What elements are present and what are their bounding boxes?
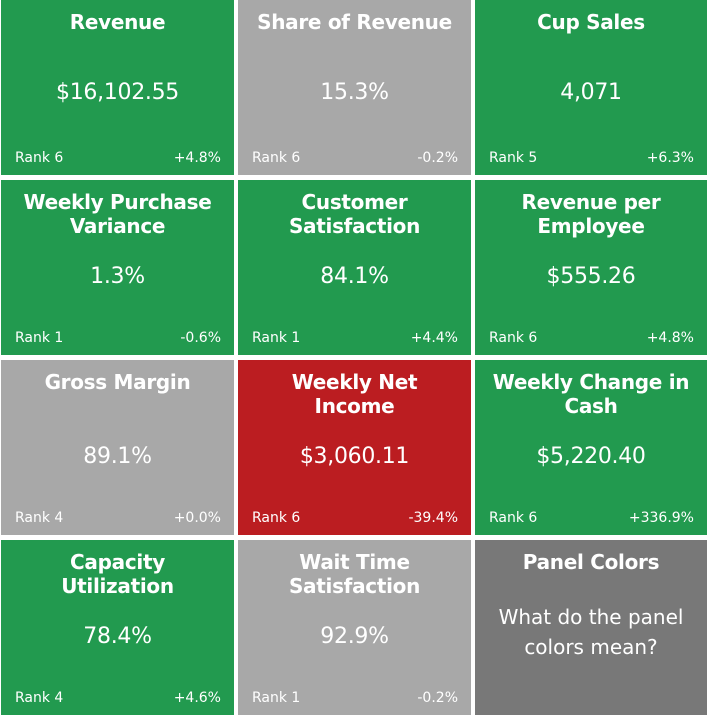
panel-colors-question: What do the panel colors mean? [498,605,684,659]
kpi-rank: Rank 6 [252,150,301,166]
kpi-change: +4.8% [173,150,221,166]
kpi-change: +336.9% [628,510,694,526]
kpi-rank: Rank 6 [15,150,64,166]
kpi-value: 84.1% [320,264,389,289]
kpi-rank: Rank 4 [15,690,64,706]
kpi-rank: Rank 6 [252,510,301,526]
kpi-value: 1.3% [90,264,145,289]
kpi-change: -0.6% [180,330,221,346]
kpi-tile-weekly-purchase-variance[interactable]: Weekly Purchase Variance 1.3% Rank 1 -0.… [1,180,234,355]
kpi-value: $3,060.11 [299,444,410,469]
kpi-value: 89.1% [83,444,152,469]
kpi-change: +4.4% [410,330,458,346]
kpi-rank: Rank 1 [252,330,301,346]
kpi-value: 4,071 [560,80,622,105]
kpi-rank: Rank 1 [252,690,301,706]
kpi-value: 92.9% [320,624,389,649]
kpi-value: 15.3% [320,80,389,105]
kpi-tile-revenue-per-employee[interactable]: Revenue per Employee $555.26 Rank 6 +4.8… [475,180,707,355]
kpi-rank: Rank 4 [15,510,64,526]
kpi-change: +0.0% [173,510,221,526]
kpi-title: Weekly Net Income [291,370,418,418]
kpi-change: -0.2% [417,150,458,166]
kpi-change: -39.4% [408,510,458,526]
kpi-change: +4.6% [173,690,221,706]
kpi-title: Capacity Utilization [61,550,174,598]
kpi-value: $16,102.55 [56,80,179,105]
panel-colors-info-tile[interactable]: Panel Colors What do the panel colors me… [475,540,707,715]
panel-colors-title: Panel Colors [522,550,660,574]
kpi-change: -0.2% [417,690,458,706]
kpi-title: Share of Revenue [257,10,452,34]
kpi-title: Cup Sales [537,10,645,34]
kpi-title: Gross Margin [44,370,191,394]
kpi-change: +4.8% [646,330,694,346]
kpi-rank: Rank 5 [489,150,538,166]
kpi-tile-revenue[interactable]: Revenue $16,102.55 Rank 6 +4.8% [1,0,234,175]
kpi-tile-cup-sales[interactable]: Cup Sales 4,071 Rank 5 +6.3% [475,0,707,175]
kpi-title: Revenue per Employee [521,190,661,238]
kpi-tile-customer-satisfaction[interactable]: Customer Satisfaction 84.1% Rank 1 +4.4% [238,180,471,355]
kpi-value: $5,220.40 [536,444,646,469]
kpi-change: +6.3% [646,150,694,166]
kpi-title: Weekly Change in Cash [492,370,690,418]
kpi-rank: Rank 6 [489,510,538,526]
kpi-rank: Rank 1 [15,330,64,346]
kpi-tile-wait-time-satisfaction[interactable]: Wait Time Satisfaction 92.9% Rank 1 -0.2… [238,540,471,715]
kpi-tile-share-of-revenue[interactable]: Share of Revenue 15.3% Rank 6 -0.2% [238,0,471,175]
kpi-title: Revenue [69,10,166,34]
kpi-tile-gross-margin[interactable]: Gross Margin 89.1% Rank 4 +0.0% [1,360,234,535]
kpi-title: Customer Satisfaction [288,190,421,238]
kpi-rank: Rank 6 [489,330,538,346]
kpi-value: $555.26 [546,264,636,289]
kpi-tile-weekly-net-income[interactable]: Weekly Net Income $3,060.11 Rank 6 -39.4… [238,360,471,535]
kpi-tile-capacity-utilization[interactable]: Capacity Utilization 78.4% Rank 4 +4.6% [1,540,234,715]
kpi-value: 78.4% [83,624,152,649]
kpi-title: Weekly Purchase Variance [23,190,212,238]
kpi-tile-weekly-change-in-cash[interactable]: Weekly Change in Cash $5,220.40 Rank 6 +… [475,360,707,535]
kpi-title: Wait Time Satisfaction [288,550,421,598]
